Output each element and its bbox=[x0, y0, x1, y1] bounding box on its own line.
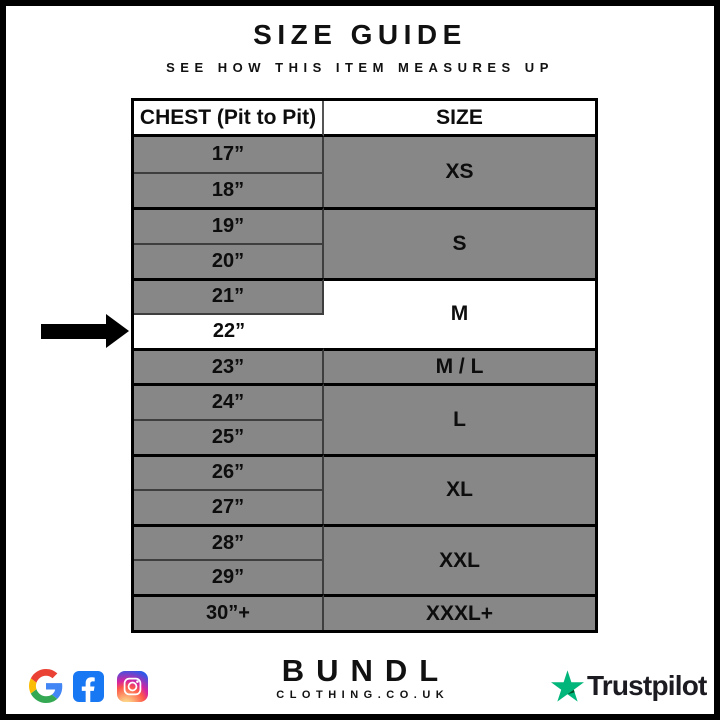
chest-cell-19: 19” bbox=[134, 207, 324, 243]
chest-cell-30plus: 30”+ bbox=[134, 594, 324, 630]
chest-cell-18: 18” bbox=[134, 172, 324, 208]
size-cell-xs: XS bbox=[324, 137, 595, 208]
size-cell-xxl: XXL bbox=[324, 524, 595, 595]
chest-cell-17: 17” bbox=[134, 137, 324, 173]
column-header-chest: CHEST (Pit to Pit) bbox=[134, 101, 324, 137]
size-cell-s: S bbox=[324, 207, 595, 278]
chest-cell-21: 21” bbox=[134, 277, 324, 313]
chest-cell-20: 20” bbox=[134, 242, 324, 278]
chest-cell-26: 26” bbox=[134, 453, 324, 489]
trustpilot-star-icon bbox=[551, 670, 584, 702]
instagram-icon bbox=[117, 671, 148, 702]
column-header-size: SIZE bbox=[324, 101, 595, 137]
google-icon bbox=[29, 669, 63, 703]
chest-cell-28: 28” bbox=[134, 524, 324, 560]
trustpilot-wordmark: Trustpilot bbox=[587, 670, 707, 701]
chest-cell-23: 23” bbox=[134, 348, 324, 384]
chest-cell-24: 24” bbox=[134, 383, 324, 419]
size-cell-xxxl: XXXL+ bbox=[324, 594, 595, 630]
brand-logo: BUNDL CLOTHING.CO.UK bbox=[276, 655, 443, 701]
page-title: SIZE GUIDE bbox=[253, 19, 467, 50]
chest-cell-25: 25” bbox=[134, 418, 324, 454]
chest-cell-29: 29” bbox=[134, 559, 324, 595]
row-pointer-arrow-icon bbox=[41, 314, 129, 348]
size-guide-table: CHEST (Pit to Pit) SIZE 17” 18” 19” 20” … bbox=[131, 98, 598, 633]
arrow-shaft bbox=[41, 323, 107, 339]
facebook-icon bbox=[73, 671, 104, 702]
trustpilot-logo: Trustpilot bbox=[551, 670, 707, 702]
brand-name: BUNDL bbox=[281, 653, 451, 688]
size-cell-xl: XL bbox=[324, 453, 595, 525]
chest-cell-22-highlighted: 22” bbox=[134, 312, 324, 349]
page-subtitle: SEE HOW THIS ITEM MEASURES UP bbox=[166, 60, 554, 75]
chest-cell-27: 27” bbox=[134, 488, 324, 525]
size-cell-l: L bbox=[324, 383, 595, 454]
arrow-head bbox=[106, 314, 129, 348]
size-cell-m-l: M / L bbox=[324, 348, 595, 384]
instagram-camera-glyph bbox=[123, 677, 142, 696]
size-cell-m-highlighted: M bbox=[324, 277, 595, 349]
brand-domain: CLOTHING.CO.UK bbox=[276, 689, 450, 701]
